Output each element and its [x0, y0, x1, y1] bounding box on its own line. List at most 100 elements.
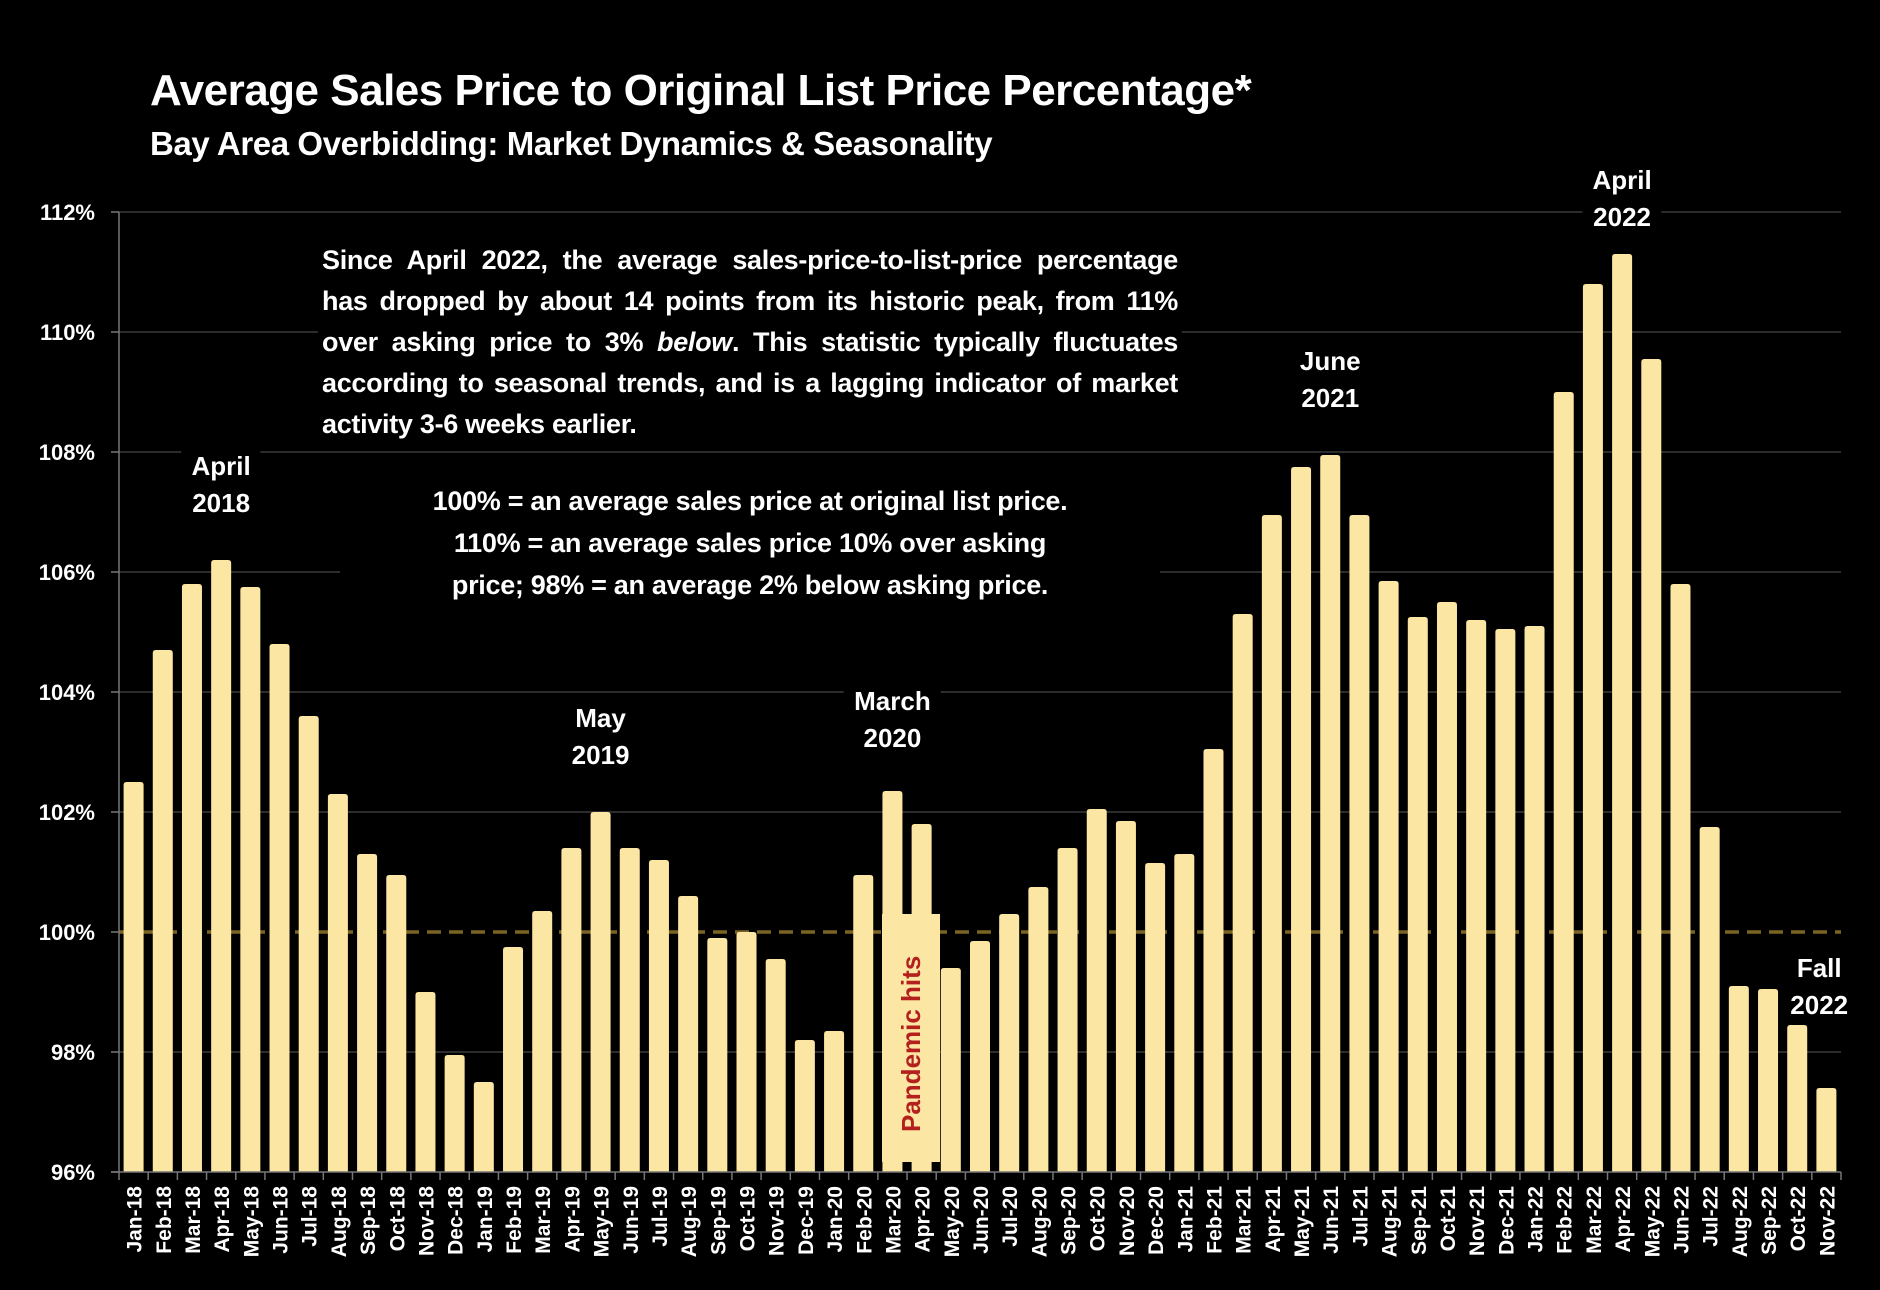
bar: [211, 560, 232, 1172]
bar: [794, 1040, 815, 1172]
bar: [1057, 848, 1078, 1172]
bar: [678, 896, 699, 1172]
x-tick-label: Mar-19: [532, 1186, 555, 1254]
bar: [1291, 467, 1312, 1172]
bar: [298, 716, 319, 1172]
x-tick-label: Feb-18: [153, 1186, 176, 1254]
bar: [1378, 581, 1399, 1172]
y-tick-label: 110%: [40, 320, 95, 345]
bar: [853, 875, 874, 1172]
annotation-line: 2018: [192, 488, 251, 518]
bar: [473, 1082, 494, 1172]
bar: [240, 587, 261, 1172]
bar: [561, 848, 582, 1172]
x-tick-label: Jan-18: [124, 1186, 147, 1253]
bar: [1670, 584, 1691, 1172]
bar: [619, 848, 640, 1172]
bar: [590, 812, 611, 1172]
x-tick-label: Mar-20: [882, 1186, 905, 1254]
bar: [1553, 392, 1574, 1172]
x-tick-label: Jun-21: [1320, 1186, 1343, 1254]
x-tick-label: Dec-19: [795, 1186, 818, 1255]
annotation-line: April: [191, 451, 251, 481]
x-tick-label: Feb-22: [1554, 1186, 1577, 1254]
x-tick-label: Apr-20: [912, 1186, 935, 1253]
x-tick-label: Nov-21: [1466, 1186, 1489, 1256]
y-tick-label: 96%: [51, 1160, 95, 1185]
bars: [123, 254, 1837, 1172]
bar: [1612, 254, 1633, 1172]
x-tick-label: Apr-18: [211, 1186, 234, 1253]
y-tick-labels: 96% 98% 100% 102% 104% 106% 108% 110% 112%: [39, 200, 95, 1185]
annotation-line: 2022: [1790, 990, 1849, 1020]
x-tick-label: May-21: [1291, 1186, 1314, 1258]
chart-subtitle: Bay Area Overbidding: Market Dynamics & …: [150, 125, 993, 162]
x-tick-label: Feb-21: [1203, 1186, 1226, 1254]
bar: [357, 854, 378, 1172]
x-tick-label: Aug-22: [1729, 1186, 1752, 1257]
bar: [1758, 989, 1779, 1172]
annotation-march-2020: March 2020: [844, 683, 941, 757]
bar: [1466, 620, 1487, 1172]
bar: [1174, 854, 1195, 1172]
y-tick-label: 102%: [39, 800, 95, 825]
x-tick-label: Feb-19: [503, 1186, 526, 1254]
annotation-april-2018: April 2018: [181, 448, 261, 522]
bar: [999, 914, 1020, 1172]
annotation-may-2019: May 2019: [561, 700, 640, 774]
annotation-line: 2021: [1301, 383, 1360, 413]
commentary-emphasis: below: [657, 327, 733, 357]
bar: [269, 644, 290, 1172]
y-tick-label: 106%: [39, 560, 95, 585]
x-tick-label: Jul-19: [649, 1186, 672, 1247]
x-tick-label: Apr-19: [561, 1186, 584, 1253]
bar: [1495, 629, 1516, 1172]
x-tick-label: Jul-20: [999, 1186, 1022, 1247]
bar: [181, 584, 202, 1172]
bar: [1582, 284, 1603, 1172]
chart-title: Average Sales Price to Original List Pri…: [150, 66, 1252, 115]
x-tick-label: May-22: [1641, 1186, 1664, 1257]
axes: [111, 211, 1842, 1180]
bar: [1641, 359, 1662, 1172]
bar: [152, 650, 173, 1172]
x-tick-label: Mar-22: [1583, 1186, 1606, 1254]
bar: [1261, 515, 1282, 1172]
bar: [765, 959, 786, 1172]
y-tick-label: 104%: [39, 680, 95, 705]
annotation-line: Fall: [1796, 953, 1842, 983]
bar: [1524, 626, 1545, 1172]
x-tick-label: May-18: [240, 1186, 263, 1258]
x-tick-label: Jul-21: [1349, 1186, 1372, 1247]
bar: [1115, 821, 1136, 1172]
x-tick-label: Sep-18: [357, 1186, 380, 1255]
x-tick-label: Jan-22: [1525, 1186, 1548, 1253]
bar: [1145, 863, 1166, 1172]
x-tick-label: Nov-18: [415, 1186, 438, 1256]
x-tick-label: Sep-20: [1058, 1186, 1081, 1255]
annotation-june-2021: June 2021: [1289, 343, 1371, 417]
x-tick-label: Mar-18: [182, 1186, 205, 1254]
x-tick-label: May-20: [941, 1186, 964, 1257]
x-tick-label: Sep-22: [1758, 1186, 1781, 1255]
explainer-line: 100% = an average sales price at origina…: [432, 486, 1068, 516]
bar: [532, 911, 553, 1172]
x-tick-label: Jul-18: [299, 1186, 322, 1247]
annotation-line: 2019: [571, 740, 630, 770]
x-tick-label: Nov-19: [766, 1186, 789, 1256]
bar: [123, 782, 144, 1172]
bar: [1086, 809, 1107, 1172]
bar: [386, 875, 407, 1172]
x-tick-label: Apr-21: [1262, 1186, 1285, 1253]
x-tick-label: Jan-21: [1174, 1186, 1197, 1253]
x-tick-label: Dec-21: [1495, 1186, 1518, 1255]
bar: [1787, 1025, 1808, 1172]
x-tick-label: Feb-20: [853, 1186, 876, 1254]
bar: [1436, 602, 1457, 1172]
explainer-text: 100% = an average sales price at origina…: [340, 480, 1160, 606]
bar: [824, 1031, 845, 1172]
x-tick-label: Sep-19: [707, 1186, 730, 1255]
bar: [707, 938, 728, 1172]
x-tick-label: Oct-22: [1787, 1186, 1810, 1251]
x-tick-label: Dec-20: [1145, 1186, 1168, 1255]
